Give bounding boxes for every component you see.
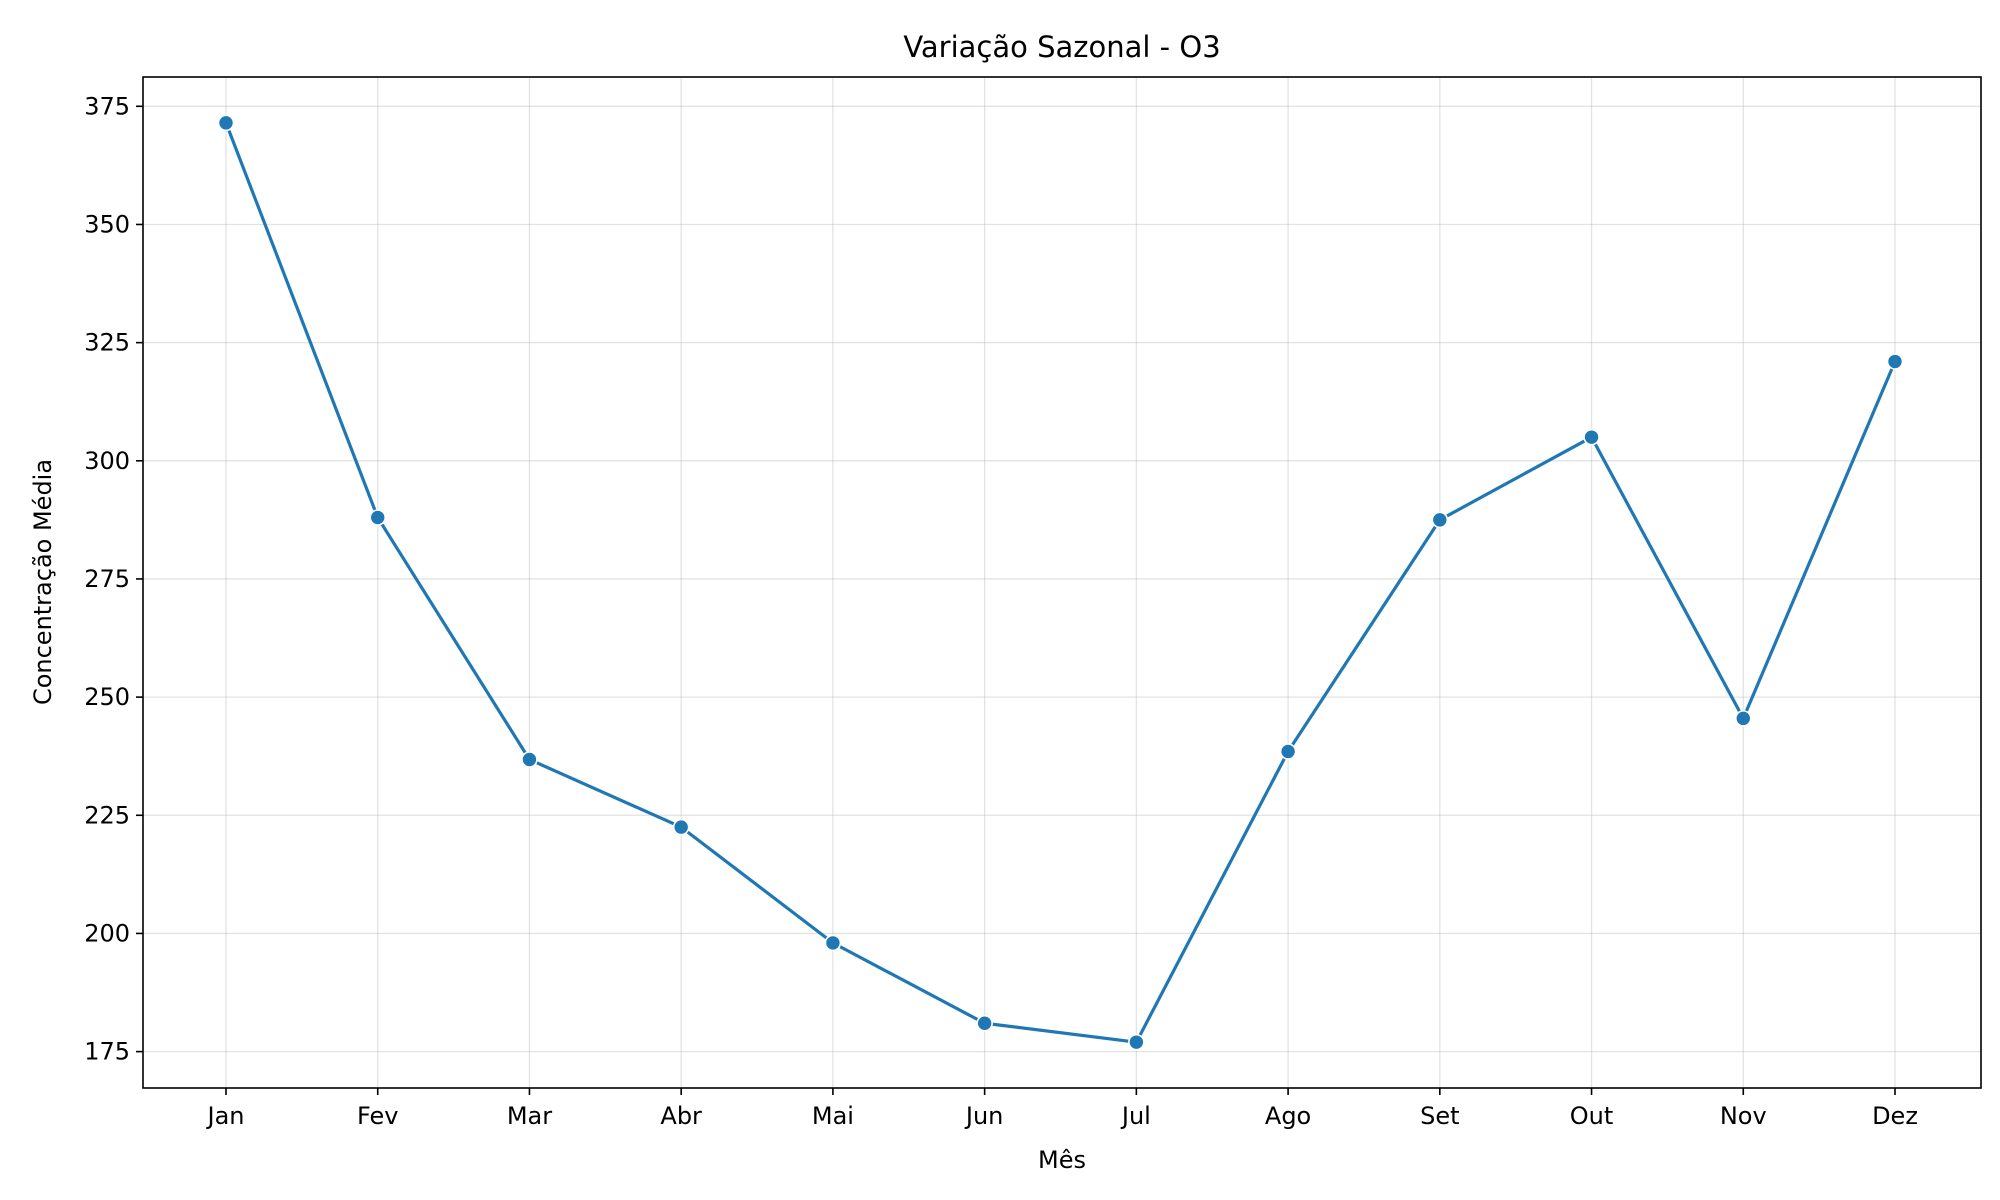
y-tick-label: 175 (84, 1038, 130, 1066)
x-axis-label: Mês (1038, 1146, 1086, 1174)
series-layer (217, 114, 1904, 1051)
y-axis-label: Concentração Média (29, 459, 57, 705)
x-tick-label: Nov (1720, 1102, 1767, 1130)
x-tick-label: Mai (812, 1102, 854, 1130)
x-tick-label: Jun (964, 1102, 1004, 1130)
y-tick-label: 200 (84, 919, 130, 947)
grid (143, 77, 1981, 1088)
data-point (217, 114, 235, 132)
x-tick-label: Abr (660, 1102, 702, 1130)
x-tick-label: Dez (1872, 1102, 1918, 1130)
data-point (1128, 1033, 1145, 1051)
data-point (1886, 353, 1904, 370)
data-point (369, 509, 387, 526)
data-point (1734, 710, 1752, 727)
chart-title: Variação Sazonal - O3 (903, 30, 1220, 64)
x-tick-label: Ago (1265, 1102, 1311, 1130)
y-axis-ticks: 175 200 225 250 275 300 325 350 375 (84, 92, 143, 1066)
y-tick-label: 375 (84, 92, 130, 120)
y-tick-label: 250 (84, 683, 130, 711)
x-tick-label: Out (1570, 1102, 1614, 1130)
y-tick-label: 275 (84, 565, 130, 593)
x-tick-label: Fev (357, 1102, 398, 1130)
data-point (1583, 428, 1600, 446)
plot-frame (142, 76, 1982, 1089)
y-tick-label: 300 (84, 447, 130, 475)
x-axis-ticks: Jan Fev Mar Abr Mai Jun Jul Ago Set Out Nov Dez (206, 1088, 1918, 1130)
data-point (1279, 743, 1297, 760)
y-tick-label: 325 (84, 329, 130, 357)
data-point (1431, 511, 1449, 529)
data-point (672, 818, 690, 836)
x-tick-label: Set (1420, 1102, 1459, 1130)
series-line (224, 122, 1897, 1044)
x-tick-label: Jul (1120, 1102, 1151, 1130)
y-tick-label: 350 (84, 210, 130, 238)
data-point (824, 934, 842, 952)
x-tick-label: Mar (507, 1102, 552, 1130)
data-point (521, 751, 538, 768)
y-tick-label: 225 (84, 801, 130, 829)
x-tick-label: Jan (206, 1102, 245, 1130)
data-point (976, 1014, 993, 1032)
